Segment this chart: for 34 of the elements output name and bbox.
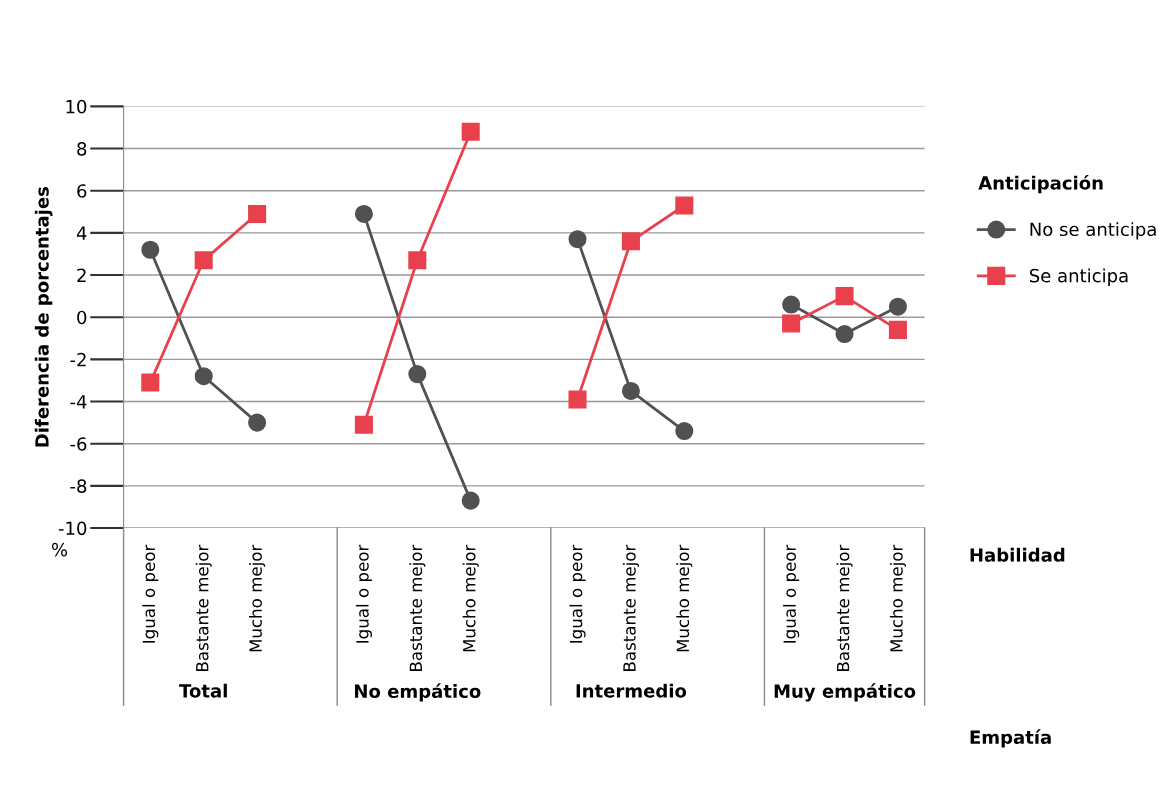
text: Total	[179, 683, 227, 698]
x-tick-label: Mucho mejor	[462, 544, 479, 652]
y-tick-label: 0	[77, 310, 87, 325]
x-tick-label: Mucho mejor	[889, 544, 906, 652]
y-tick-label: -6	[70, 437, 87, 451]
x-tick-label: Igual o peor	[569, 544, 586, 643]
y-tick-label: 10	[66, 99, 87, 114]
y-tick-label: 6	[77, 184, 87, 198]
y-tick-label: 4	[76, 226, 87, 240]
legend-title: Anticipación	[978, 175, 1103, 194]
y-tick-label: -10	[58, 521, 87, 536]
y-tick-label: 2	[77, 268, 86, 282]
x-tick-label: Igual o peor	[355, 544, 372, 643]
x-tick-label: Igual o peor	[142, 544, 159, 643]
x-tick-label: Igual o peor	[783, 544, 800, 643]
x-tick-label: Bastante mejor	[195, 544, 212, 671]
x-tick-label: Bastante mejor	[622, 544, 639, 671]
y-tick-label: -8	[70, 479, 87, 493]
y-tick-label: -4	[70, 395, 87, 409]
x-tick-label: Mucho mejor	[249, 544, 266, 652]
x-tick-label: Bastante mejor	[836, 544, 853, 671]
text: No empático	[355, 683, 481, 702]
y-tick-label: 8	[77, 142, 87, 156]
x-tick-label: Bastante mejor	[409, 544, 426, 671]
legend-label: Se anticipa	[1029, 268, 1128, 286]
legend-label: No se anticipa	[1030, 222, 1156, 240]
text: %	[51, 542, 68, 557]
y-tick-label: -2	[70, 352, 86, 367]
x-tick-label: Mucho mejor	[676, 544, 693, 652]
text: Habilidad	[970, 547, 1065, 562]
text: Muy empático	[774, 683, 916, 702]
y-axis-title: Diferencia de porcentajes	[34, 186, 53, 447]
text: Empatía	[970, 729, 1051, 748]
text: Intermedio	[576, 683, 687, 698]
